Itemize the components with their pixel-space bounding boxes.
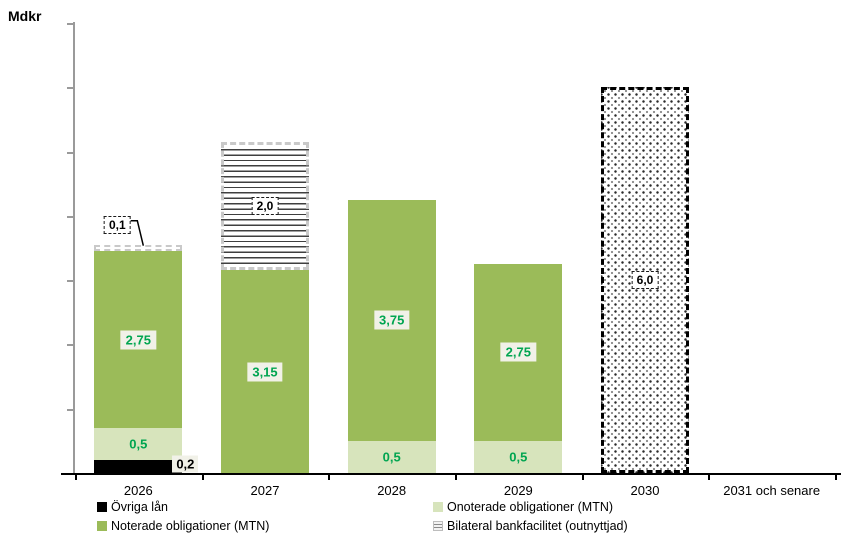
y-axis-tick [67, 408, 74, 411]
legend: Övriga lån Onoterade obligationer (MTN) No… [97, 500, 628, 533]
legend-marker-noterade-icon [97, 521, 107, 531]
bar-segment-2026-ovriga [94, 460, 183, 473]
y-axis-tick [67, 280, 74, 283]
x-axis-tick [455, 475, 457, 480]
legend-marker-bilateral-icon [433, 521, 443, 531]
x-axis-tick [75, 475, 77, 480]
legend-marker-onoterade-icon [433, 502, 443, 512]
x-axis-label-2026: 2026 [123, 483, 153, 498]
data-label-3,75: 3,75 [374, 310, 410, 330]
legend-label-onoterade: Onoterade obligationer (MTN) [447, 500, 614, 514]
data-label-6,0: 6,0 [631, 271, 659, 290]
legend-item-bilateral: Bilateral bankfacilitet (outnyttjad) [433, 519, 628, 533]
data-label-0,5: 0,5 [129, 436, 148, 452]
x-axis-label-2030: 2030 [630, 483, 660, 498]
legend-marker-ovriga-icon [97, 502, 107, 512]
legend-label-noterade: Noterade obligationer (MTN) [111, 519, 270, 533]
y-axis-tick [67, 344, 74, 347]
bar-segment-2029-onoterade [474, 440, 563, 473]
data-label-0,2: 0,2 [172, 455, 199, 473]
bar-segment-2028-onoterade [347, 440, 436, 473]
y-axis-tick [67, 151, 74, 154]
bar-segment-2026-onoterade [94, 427, 183, 461]
x-axis-tick [708, 475, 711, 480]
data-label-3,15: 3,15 [247, 362, 283, 382]
x-axis-line [61, 473, 841, 475]
legend-item-ovriga: Övriga lån [97, 500, 433, 514]
x-axis-tick [328, 475, 331, 480]
x-axis-tick [201, 475, 204, 480]
y-axis-tick [67, 215, 74, 218]
legend-label-ovriga: Övriga lån [111, 500, 168, 514]
x-axis-label-2031-och-senare: 2031 och senare [723, 483, 821, 498]
x-axis-label-2027: 2027 [250, 483, 280, 498]
legend-item-noterade: Noterade obligationer (MTN) [97, 519, 433, 533]
y-axis-line [73, 22, 75, 473]
data-label-2,0: 2,0 [251, 197, 279, 216]
y-axis-title: Mdkr [8, 8, 42, 24]
legend-item-onoterade: Onoterade obligationer (MTN) [433, 500, 628, 514]
data-label-0,5: 0,5 [509, 449, 528, 465]
legend-label-bilateral: Bilateral bankfacilitet (outnyttjad) [447, 519, 628, 533]
x-axis-label-2029: 2029 [503, 483, 533, 498]
x-axis-tick [581, 475, 584, 480]
y-axis-tick [67, 22, 74, 25]
data-label-callout-0,1: 0,1 [103, 215, 131, 234]
data-label-2,75: 2,75 [500, 342, 536, 362]
x-axis-label-2028: 2028 [377, 483, 407, 498]
bar-segment-2026-bilateral [94, 244, 183, 252]
y-axis-tick [67, 87, 74, 90]
data-label-0,5: 0,5 [382, 449, 401, 465]
data-label-2,75: 2,75 [120, 330, 156, 350]
x-axis-tick [835, 475, 837, 480]
